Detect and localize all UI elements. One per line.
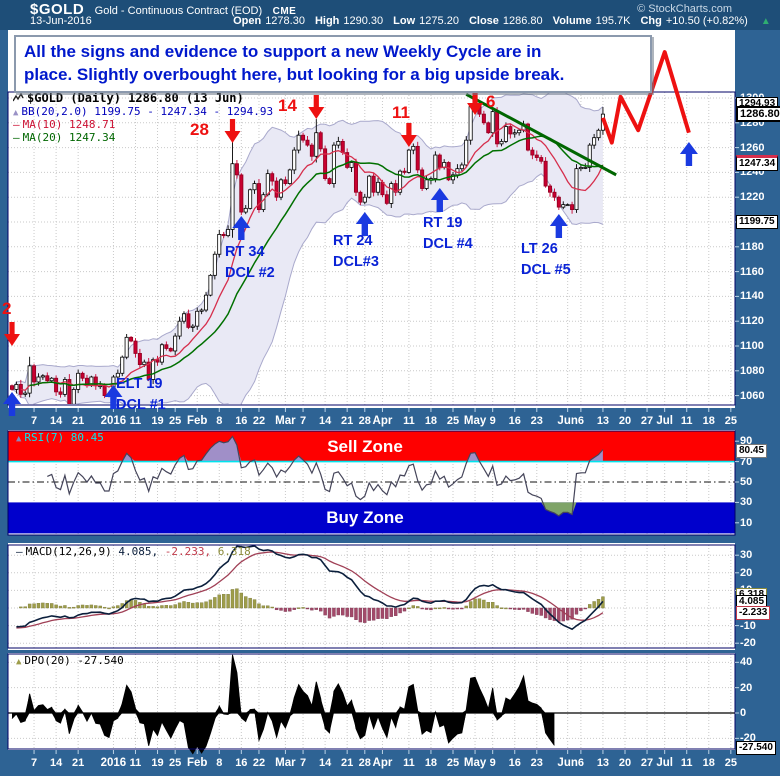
rsi-line [47,435,604,517]
quote-field-volume: Volume 195.7K [552,15,631,27]
quote-field-high: High 1290.30 [314,15,384,27]
red-down-arrow-day-2 [4,322,20,346]
red-down-arrow-day-6 [467,91,484,115]
macd-panel [16,545,605,631]
quote-field-close: Close 1286.80 [468,15,543,27]
axis-tick-marks [33,97,739,754]
rsi-oversold-fill [47,502,603,516]
blue-up-arrow-dcl-2 [232,216,251,240]
macd-line [16,545,604,631]
panel-backgrounds [8,30,735,750]
dpo-line [11,654,555,755]
exchange: CME [272,6,297,17]
dpo-negative-fill [12,713,555,754]
blue-up-arrow-dec-low [3,392,21,416]
bollinger-band-fill [12,92,603,404]
header-bar: $GOLD Gold - Continuous Contract (EOD) C… [0,0,780,30]
quote-fields: Open 1278.30 High 1290.30 Low 1275.20 Close 128… [233,15,758,27]
buy-zone-band [8,502,735,534]
projection [601,50,691,145]
header-title-row: $GOLD Gold - Continuous Contract (EOD) C… [30,1,297,18]
red-down-arrow-day-28 [224,119,241,143]
candlesticks [9,98,605,404]
ma10-line [20,123,604,392]
dpo-panel [8,654,735,755]
blue-up-arrow-dcl-4 [430,188,449,212]
red-down-arrow-day-14 [308,95,325,119]
change-up-triangle-icon: ▲ [760,16,771,27]
projected-cycle-zigzag [601,50,691,145]
quote-field-chg: Chg +10.50 (+0.82%) [640,15,748,27]
header-quote-row: 13-Jun-2016 Open 1278.30 High 1290.30 Low 127… [30,15,771,27]
quote-field-open: Open 1278.30 [233,15,305,27]
quote-field-low: Low 1275.20 [393,15,459,27]
red-down-arrow-day-11 [400,123,417,147]
quote-date: 13-Jun-2016 [30,15,92,27]
stockcharts-credit-link[interactable]: © StockCharts.com [637,3,732,15]
ma20-line [29,135,604,387]
instrument-name: Gold - Continuous Contract (EOD) [94,5,263,17]
blue-up-arrow-dcl-5 [549,214,568,238]
symbol: $GOLD [30,1,85,18]
sell-zone-band [8,431,735,462]
downtrend-line [465,92,617,177]
blue-up-arrow-projection-low [679,142,698,166]
blue-up-arrow-dcl-1 [104,385,123,409]
blue-up-arrow-dcl-3 [355,212,374,236]
bollinger-upper [11,92,604,390]
rsi-panel [8,431,735,534]
price-panel [9,92,617,404]
cycle-arrows [3,91,698,416]
